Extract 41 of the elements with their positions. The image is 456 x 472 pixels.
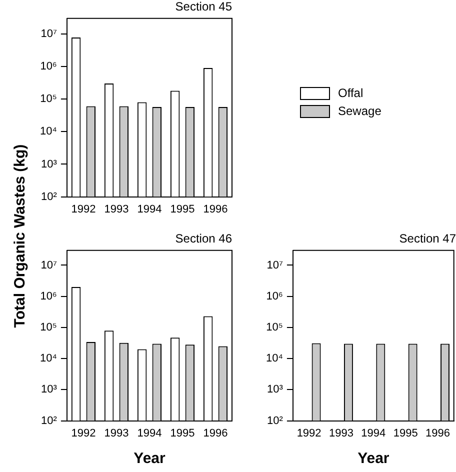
y-tick-label: 10³ — [41, 384, 58, 396]
y-tick-label: 10⁶ — [40, 290, 57, 302]
y-tick-label: 10⁶ — [40, 60, 57, 73]
chart-title: Section 46 — [175, 232, 232, 246]
x-tick-label: 1995 — [170, 203, 195, 216]
y-tick-label: 10³ — [267, 384, 284, 396]
x-tick-label: 1992 — [296, 427, 322, 440]
y-tick-label: 10⁵ — [40, 322, 57, 334]
x-axis-title: Year — [134, 450, 166, 468]
x-tick-label: 1994 — [137, 427, 162, 440]
x-tick-label: 1992 — [71, 427, 96, 440]
x-tick-label: 1994 — [361, 427, 386, 440]
y-axis-title: Total Organic Wastes (kg) — [12, 144, 28, 328]
chart-title: Section 45 — [175, 0, 232, 14]
y-tick-label: 10⁴ — [266, 352, 284, 365]
x-tick-label: 1993 — [328, 427, 354, 440]
x-axis-title: Year — [358, 450, 390, 468]
chart-title: Section 47 — [399, 232, 456, 246]
x-tick-label: 1993 — [104, 203, 129, 216]
y-tick-label: 10⁷ — [40, 28, 57, 40]
y-tick-label: 10⁴ — [40, 352, 58, 365]
x-tick-label: 1993 — [104, 427, 129, 440]
y-tick-label: 10² — [41, 414, 58, 427]
x-tick-label: 1994 — [137, 203, 162, 216]
y-tick-label: 10⁴ — [40, 126, 58, 138]
y-tick-label: 10² — [267, 414, 284, 427]
x-tick-label: 1996 — [426, 427, 450, 440]
x-tick-label: 1992 — [71, 203, 96, 216]
y-tick-label: 10⁷ — [40, 259, 57, 272]
y-tick-label: 10⁵ — [40, 93, 57, 106]
y-tick-label: 10⁷ — [266, 259, 283, 272]
y-tick-label: 10⁵ — [266, 322, 283, 334]
text: Offal — [338, 86, 364, 100]
y-tick-label: 10³ — [41, 158, 58, 170]
x-tick-label: 1995 — [393, 427, 418, 440]
y-tick-label: 10⁶ — [266, 290, 283, 302]
y-tick-label: 10² — [41, 190, 58, 203]
legend-label: Sewage — [338, 104, 382, 118]
x-tick-label: 1995 — [170, 427, 195, 440]
x-tick-label: 1996 — [203, 203, 228, 216]
x-tick-label: 1996 — [203, 427, 228, 440]
